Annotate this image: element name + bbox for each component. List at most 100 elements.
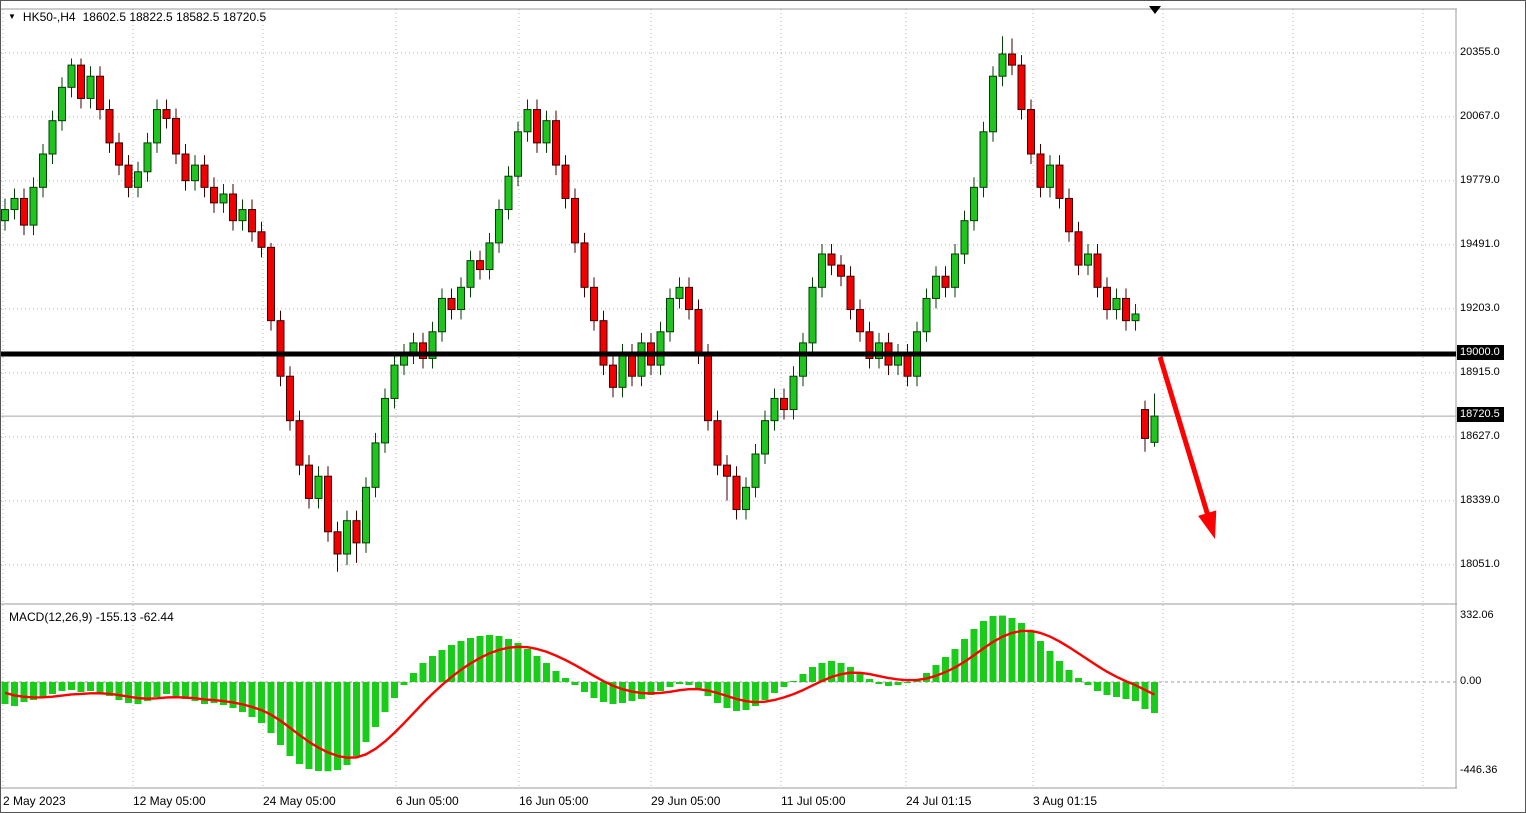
- macd-histogram-bar: [20, 682, 28, 702]
- price-axis-label: 19779.0: [1460, 173, 1500, 186]
- macd-histogram-bar: [999, 615, 1006, 682]
- price-axis-label: 20355.0: [1460, 45, 1500, 58]
- macd-histogram-bar: [400, 682, 408, 685]
- macd-histogram-bar: [989, 616, 997, 682]
- macd-histogram-bar: [191, 682, 199, 701]
- macd-histogram-bar: [647, 682, 655, 695]
- price-tag: 18720.5: [1457, 407, 1504, 423]
- bull-candle: [58, 86, 66, 122]
- support-level-line[interactable]: [1, 351, 1456, 357]
- macd-histogram-bar: [1084, 682, 1092, 685]
- bear-candle: [447, 297, 456, 311]
- bear-candle: [77, 64, 85, 99]
- down-arrow-head[interactable]: [1198, 510, 1217, 539]
- bull-candle: [542, 120, 551, 144]
- bear-candle: [324, 475, 332, 533]
- bear-candle: [590, 286, 598, 322]
- macd-histogram-bar: [381, 682, 389, 712]
- macd-histogram-bar: [1037, 641, 1044, 682]
- bull-candle: [675, 286, 684, 299]
- scroll-end-marker-icon[interactable]: [1149, 6, 1161, 14]
- macd-histogram-bar: [1027, 631, 1035, 682]
- macd-histogram-bar: [305, 682, 313, 769]
- bear-candle: [476, 260, 484, 271]
- bear-candle: [210, 186, 218, 204]
- macd-histogram-bar: [391, 682, 398, 698]
- bull-candle: [438, 297, 446, 333]
- macd-histogram-bar: [514, 643, 522, 682]
- time-axis[interactable]: 2 May 2023 12 May 05:00 24 May 05:00 6 Jun …: [1, 790, 1525, 812]
- macd-histogram-bar: [115, 682, 123, 700]
- bear-candle: [181, 153, 190, 182]
- bull-candle: [428, 331, 437, 359]
- macd-histogram-bar: [438, 650, 446, 682]
- macd-histogram-bar: [1094, 682, 1101, 691]
- bull-candle: [656, 331, 665, 366]
- bull-candle: [362, 486, 370, 544]
- bull-candle: [761, 420, 769, 455]
- macd-histogram-bar: [134, 682, 142, 704]
- macd-histogram-bar: [1132, 682, 1139, 701]
- bear-candle: [1036, 153, 1045, 188]
- macd-histogram-bar: [49, 682, 56, 694]
- bull-candle: [970, 186, 978, 222]
- bear-candle: [419, 342, 427, 359]
- macd-histogram-bar: [286, 682, 294, 756]
- bull-candle: [1112, 297, 1121, 311]
- bull-candle: [618, 353, 627, 388]
- bull-candle: [979, 131, 988, 188]
- bull-candle: [514, 131, 522, 177]
- macd-histogram-bar: [695, 682, 702, 689]
- bear-candle: [105, 109, 114, 144]
- bear-candle: [571, 197, 579, 244]
- down-arrow-shaft[interactable]: [1157, 356, 1211, 518]
- macd-histogram-bar: [790, 681, 797, 682]
- bear-candle: [580, 242, 589, 288]
- macd-histogram-bar: [210, 682, 218, 703]
- macd-histogram-bar: [828, 661, 835, 682]
- macd-histogram-bar: [704, 682, 712, 696]
- bull-candle: [457, 286, 465, 311]
- time-axis-label: 6 Jun 05:00: [396, 794, 459, 808]
- macd-histogram-bar: [932, 665, 940, 682]
- macd-histogram-bar: [533, 656, 541, 682]
- price-axis[interactable]: 20355.0 20067.0 19779.0 19491.0 19203.0 18915…: [1457, 1, 1525, 789]
- macd-histogram-bar: [818, 663, 826, 682]
- macd-histogram-bar: [856, 673, 864, 682]
- bull-candle: [1084, 253, 1092, 266]
- bear-candle: [704, 353, 712, 422]
- time-axis-label: 24 Jul 01:15: [906, 794, 972, 808]
- collapse-triangle-icon[interactable]: ▼: [8, 12, 16, 21]
- bull-candle: [922, 297, 931, 333]
- bull-candle: [960, 220, 969, 255]
- macd-histogram-bar: [372, 682, 379, 727]
- macd-histogram-bar: [666, 682, 674, 687]
- bull-candle: [875, 342, 883, 359]
- macd-histogram-bar: [467, 638, 474, 682]
- bull-candle: [67, 64, 76, 88]
- macd-histogram-bar: [837, 663, 845, 682]
- macd-histogram-bar: [39, 682, 47, 697]
- macd-histogram-bar: [77, 682, 85, 692]
- bull-candle: [1150, 415, 1159, 443]
- price-axis-label: 18915.0: [1460, 365, 1500, 378]
- macd-axis-label: -446.36: [1460, 764, 1498, 777]
- macd-histogram-bar: [761, 682, 769, 700]
- bull-candle: [153, 109, 161, 144]
- symbol-period-label: HK50-,H4: [22, 10, 76, 24]
- bull-candle: [29, 186, 38, 226]
- ohlc-values: 18602.5 18822.5 18582.5 18720.5: [82, 10, 267, 24]
- bull-candle: [238, 209, 247, 222]
- macd-histogram-bar: [229, 682, 237, 708]
- bear-candle: [305, 464, 313, 499]
- macd-axis-label: 332.06: [1460, 608, 1494, 621]
- macd-histogram-bar: [448, 645, 455, 682]
- price-axis-label: 18339.0: [1460, 493, 1500, 506]
- bull-candle: [666, 297, 674, 333]
- macd-histogram-bar: [87, 682, 94, 691]
- bull-candle: [637, 342, 646, 377]
- bear-candle: [609, 364, 617, 388]
- bull-candle: [998, 53, 1007, 77]
- time-axis-label: 12 May 05:00: [133, 794, 206, 808]
